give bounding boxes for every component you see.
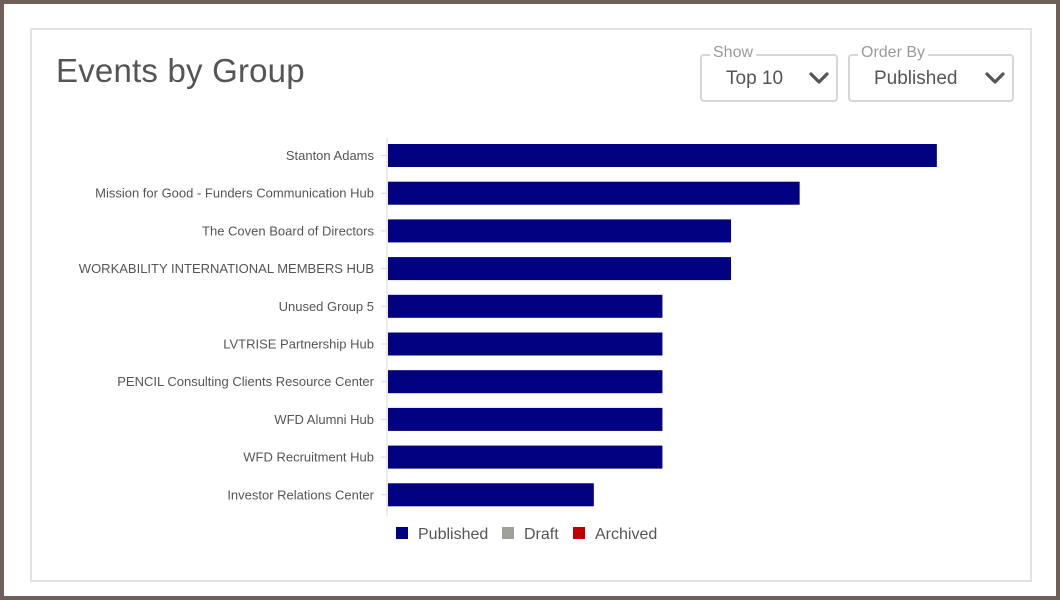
category-label: Stanton Adams bbox=[286, 148, 375, 163]
category-label: PENCIL Consulting Clients Resource Cente… bbox=[117, 374, 374, 389]
category-label: WORKABILITY INTERNATIONAL MEMBERS HUB bbox=[79, 261, 374, 276]
bar-published bbox=[388, 332, 663, 356]
bar-published bbox=[388, 181, 800, 205]
bar-published bbox=[388, 219, 732, 243]
category-label: The Coven Board of Directors bbox=[202, 223, 374, 238]
bar-published bbox=[388, 407, 663, 431]
bar-published bbox=[388, 144, 937, 167]
order-by-dropdown[interactable]: Order By Published bbox=[848, 44, 1014, 102]
bar-published bbox=[388, 257, 732, 281]
chevron-down-icon bbox=[984, 70, 1006, 91]
show-value: Top 10 bbox=[726, 68, 784, 89]
category-label: Mission for Good - Funders Communication… bbox=[95, 186, 374, 201]
category-label: Unused Group 5 bbox=[279, 299, 374, 314]
category-label: WFD Recruitment Hub bbox=[243, 450, 374, 465]
show-dropdown[interactable]: Show Top 10 bbox=[700, 44, 838, 102]
legend-swatch bbox=[573, 527, 585, 539]
order-by-label: Order By bbox=[858, 44, 929, 62]
legend-label: Archived bbox=[595, 526, 657, 543]
bar-published bbox=[388, 445, 663, 469]
chevron-down-icon bbox=[808, 70, 830, 91]
legend-swatch bbox=[502, 527, 514, 539]
bar-chart: Stanton Adams Mission for Good - Funders … bbox=[79, 138, 937, 543]
category-label: LVTRISE Partnership Hub bbox=[223, 337, 374, 352]
legend-swatch bbox=[396, 527, 408, 539]
category-label: WFD Alumni Hub bbox=[274, 412, 374, 427]
bar-published bbox=[388, 483, 594, 507]
category-label: Investor Relations Center bbox=[227, 487, 374, 502]
legend-label: Draft bbox=[524, 526, 559, 543]
chart-title: Events by Group bbox=[56, 52, 305, 89]
order-by-value: Published bbox=[874, 68, 958, 89]
legend-label: Published bbox=[418, 526, 488, 543]
show-label: Show bbox=[710, 44, 757, 62]
bar-published bbox=[388, 370, 663, 394]
bar-published bbox=[388, 294, 663, 318]
